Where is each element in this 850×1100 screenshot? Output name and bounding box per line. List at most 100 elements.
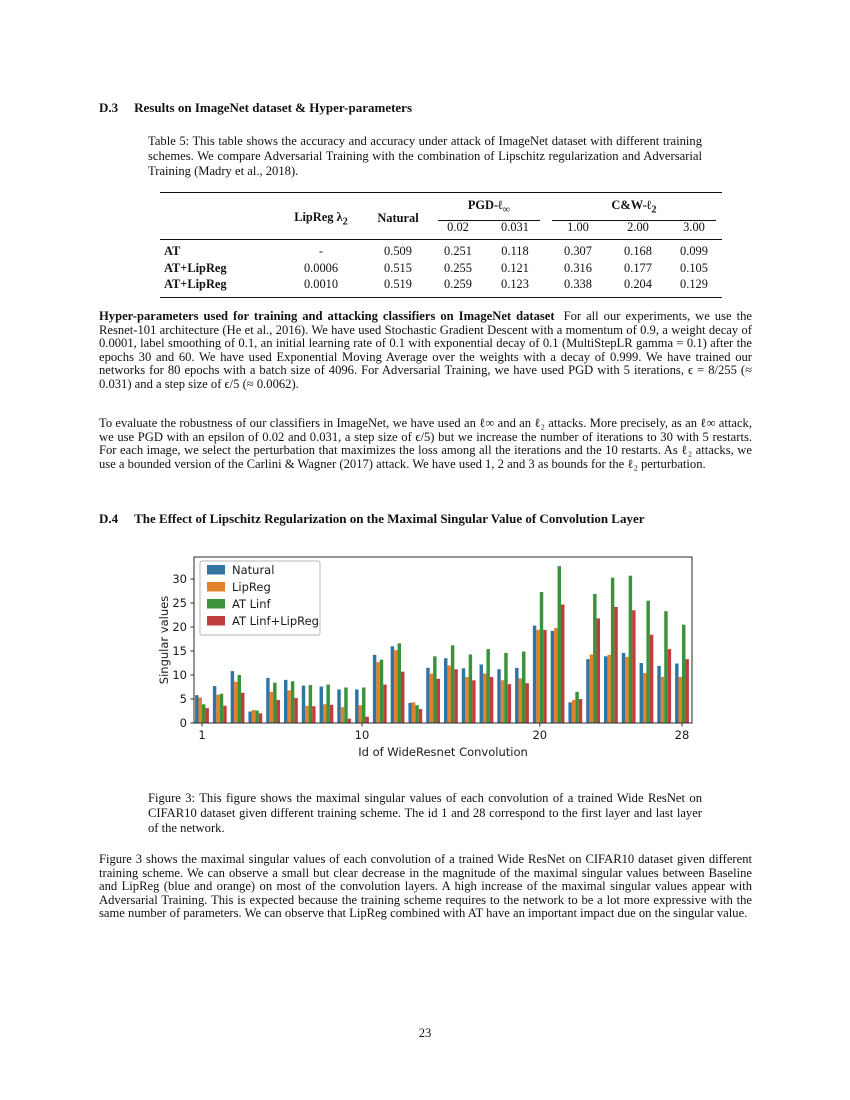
bar [258, 713, 263, 723]
table-5-caption: Table 5: This table shows the accuracy a… [148, 134, 702, 179]
table-row: AT -0.509 0.251 0.118 0.307 0.168 0.099 [160, 239, 722, 260]
table-cell: AT [160, 239, 278, 260]
bar [433, 656, 437, 723]
bar [472, 680, 476, 723]
bar [312, 706, 316, 723]
x-tick-label: 10 [355, 728, 370, 742]
sub-header: 1.00 [567, 220, 589, 235]
bar [657, 665, 661, 723]
bar [571, 699, 576, 723]
bar [461, 668, 466, 723]
bar [660, 676, 665, 723]
bar [408, 702, 412, 723]
y-axis-label: Singular values [158, 596, 171, 684]
bar [223, 705, 227, 723]
table-cell: - [278, 239, 364, 260]
cmidrule-cw [552, 220, 716, 221]
bar [482, 673, 487, 723]
bar [308, 685, 313, 723]
legend-label: Natural [232, 563, 274, 577]
bar [685, 659, 689, 723]
y-tick-label: 5 [180, 692, 187, 706]
bar [319, 686, 323, 723]
table-cell: 0.177 [624, 260, 652, 275]
bar [632, 610, 636, 723]
table-cell: 0.168 [610, 239, 666, 260]
bar [468, 654, 473, 723]
bar [205, 708, 209, 723]
bar [248, 711, 252, 723]
y-tick-label: 20 [172, 620, 187, 634]
bar [678, 676, 682, 723]
sub-header: 0.031 [501, 220, 529, 235]
bar [347, 718, 352, 723]
y-tick-label: 15 [172, 644, 187, 658]
bar [667, 649, 672, 723]
bar [287, 690, 291, 723]
bar [465, 676, 469, 723]
legend-swatch [207, 565, 225, 575]
bar [504, 652, 508, 723]
bar [230, 671, 235, 723]
bar [543, 629, 547, 723]
bar [642, 673, 647, 723]
bar [305, 705, 309, 723]
bar [454, 669, 458, 723]
empty-header-cell [160, 218, 278, 240]
bar [486, 649, 490, 723]
bar [390, 646, 395, 723]
bar [415, 705, 419, 723]
table-cell: 0.255 [444, 260, 472, 275]
bar [337, 689, 341, 723]
bar [614, 606, 618, 723]
sub-header: 0.02 [447, 220, 469, 235]
bar [443, 658, 448, 723]
bar [610, 577, 615, 723]
bar [450, 645, 455, 723]
bar [340, 707, 345, 723]
section-title: Results on ImageNet dataset & Hyper-para… [134, 100, 413, 115]
table-cell: 0.316 [564, 260, 592, 275]
legend-swatch [207, 582, 225, 592]
bar [550, 630, 555, 723]
bar [522, 651, 526, 723]
bar [294, 698, 298, 723]
bar [394, 650, 398, 723]
bar [216, 694, 220, 723]
table-cell: 0.0010 [303, 277, 339, 292]
bar [539, 592, 544, 723]
x-tick-label: 20 [532, 728, 547, 742]
bar [536, 629, 540, 723]
figure-3-chart: 0 5 10 15 20 25 30 1 10 20 28 Id of WideResnet Conv… [157, 544, 703, 776]
bar [379, 659, 384, 723]
table-cell: AT+LipReg [164, 277, 227, 292]
bar [372, 654, 377, 723]
bar [497, 669, 501, 723]
section-d3-heading: D.3 Results on ImageNet dataset & Hyper-p… [99, 100, 759, 116]
x-tick-label: 1 [198, 728, 205, 742]
table-cell: 0.105 [680, 260, 708, 275]
bar [251, 710, 256, 723]
legend-box [199, 560, 321, 636]
bar [561, 604, 565, 723]
table-row: AT+LipReg 0.0006 0.515 0.255 0.121 0.316 0.177… [160, 260, 722, 277]
bar [266, 677, 270, 723]
table-cell: 0.251 [432, 239, 484, 260]
bar [355, 689, 359, 723]
section-title: The Effect of Lipschitz Regularization o… [134, 511, 645, 526]
legend-swatch [207, 616, 225, 626]
bar [532, 625, 537, 723]
bar [607, 654, 611, 723]
bar [557, 566, 562, 723]
bar [682, 624, 686, 723]
empty-header-cell [160, 193, 278, 219]
bar [625, 656, 629, 723]
table-cell: 0.099 [666, 239, 722, 260]
section-number: D.3 [99, 100, 119, 115]
bar [269, 691, 274, 723]
table-5: LipReg λ2 Natural PGD-ℓ∞ C&W-ℓ2 0.02 0.0… [160, 192, 722, 298]
figure-3-caption: Figure 3: This figure shows the maximal … [148, 791, 702, 836]
y-tick-label: 0 [180, 716, 187, 730]
bar [518, 678, 522, 723]
bar [273, 682, 277, 723]
